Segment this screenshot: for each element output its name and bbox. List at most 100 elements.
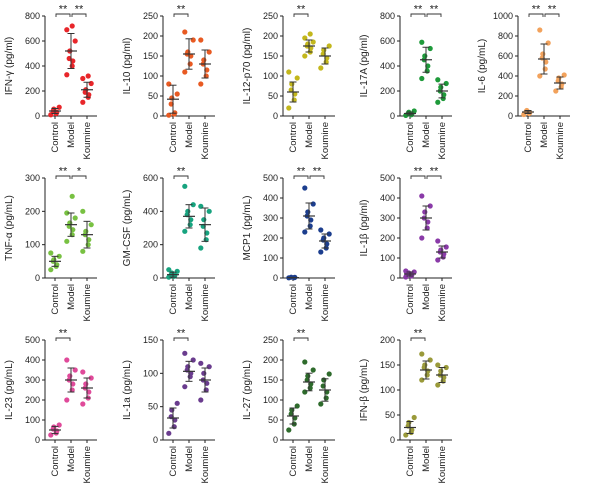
x-tick-label: Koumine <box>200 446 211 484</box>
data-point <box>318 401 324 407</box>
y-tick-label: 1000 <box>493 11 513 21</box>
significance-bracket <box>426 13 442 17</box>
data-point <box>305 373 311 379</box>
data-point <box>198 37 204 43</box>
chart-panel: TNF-α (pg/mL) 0 100 200 300 Control Model Koumi… <box>0 164 114 325</box>
x-tick-label: Koumine <box>437 284 448 322</box>
x-tick-label: Control <box>168 446 179 477</box>
x-tick-label: Model <box>421 284 432 310</box>
data-point <box>411 414 417 421</box>
data-point <box>443 80 449 87</box>
data-point <box>80 75 86 82</box>
significance-bracket <box>71 13 87 17</box>
data-point <box>174 91 180 97</box>
x-tick-label: Model <box>184 284 195 310</box>
chart-panel: IL-1a (pg/mL) 0 50 100 150 Control Model Koumin… <box>118 326 232 487</box>
data-point <box>64 397 70 403</box>
data-point <box>561 72 567 78</box>
y-tick-label: 0 <box>273 435 278 445</box>
data-point <box>326 43 332 49</box>
significance-bracket <box>293 13 309 17</box>
significance-label: ** <box>59 328 68 340</box>
data-point <box>553 88 559 94</box>
chart-svg: IL-1a (pg/mL) 0 50 100 150 Control Model Koumin… <box>122 328 215 484</box>
chart-panel: IFN-β (pg/mL) 0 50 100 150 200 Control Model Kou… <box>355 326 469 487</box>
significance-label: ** <box>414 166 423 178</box>
significance-bracket <box>544 13 560 17</box>
data-point <box>435 99 441 105</box>
y-tick-label: 0 <box>153 435 158 445</box>
data-point <box>51 424 57 430</box>
data-point <box>64 72 70 78</box>
data-point <box>321 377 327 383</box>
y-tick-label: 500 <box>263 173 278 183</box>
y-tick-label: 300 <box>25 375 40 385</box>
data-point <box>83 381 89 387</box>
y-tick-label: 0 <box>153 273 158 283</box>
y-tick-label: 200 <box>380 335 395 345</box>
significance-label: ** <box>177 4 186 16</box>
chart-svg: IL-23 (pg/mL) 0 100 200 300 400 500 Control Mode… <box>4 328 97 484</box>
y-tick-label: 50 <box>148 91 158 101</box>
y-tick-label: 100 <box>25 415 40 425</box>
data-point <box>435 77 441 83</box>
x-tick-label: Model <box>421 122 432 148</box>
data-point <box>318 227 324 233</box>
x-tick-label: Model <box>66 122 77 148</box>
data-point <box>302 185 308 191</box>
data-point <box>302 53 308 59</box>
data-point <box>543 59 549 65</box>
x-tick-label: Koumine <box>320 122 331 160</box>
y-tick-label: 0 <box>273 273 278 283</box>
data-point <box>72 215 78 221</box>
data-point <box>323 395 329 401</box>
data-point <box>206 208 212 214</box>
significance-label: * <box>77 166 82 178</box>
y-tick-label: 150 <box>263 51 278 61</box>
significance-label: ** <box>430 166 439 178</box>
data-point <box>286 69 292 75</box>
y-tick-label: 0 <box>390 435 395 445</box>
chart-svg: IL-1β (pg/ml) 0 100 200 300 400 500 Control Mode… <box>359 166 452 322</box>
x-tick-label: Model <box>66 446 77 472</box>
data-point <box>188 217 194 223</box>
data-point <box>80 401 86 407</box>
y-tick-label: 50 <box>268 91 278 101</box>
x-tick-label: Koumine <box>320 284 331 322</box>
data-point <box>187 61 193 67</box>
data-point <box>438 84 444 90</box>
y-tick-label: 200 <box>25 395 40 405</box>
chart-svg: MCP1 (pg/mL) 0 100 200 300 400 500 Control Model… <box>242 166 335 322</box>
significance-label: ** <box>430 4 439 16</box>
x-tick-label: Koumine <box>200 284 211 322</box>
significance-bracket <box>528 13 544 17</box>
data-point <box>324 241 330 247</box>
data-point <box>72 38 78 44</box>
y-axis-label: IL-1β (pg/ml) <box>359 200 370 257</box>
data-point <box>286 427 292 433</box>
y-tick-label: 50 <box>148 402 158 412</box>
data-point <box>201 370 207 376</box>
data-point <box>419 377 425 383</box>
data-point <box>64 357 70 363</box>
y-axis-label: IFN-γ (pg/ml) <box>4 37 15 95</box>
data-point <box>166 267 172 273</box>
significance-bracket <box>173 13 189 17</box>
y-tick-label: 250 <box>263 335 278 345</box>
y-tick-label: 400 <box>380 193 395 203</box>
chart-panel: IL-12-p70 (pg/ml) 0 50 100 150 200 250 Control M… <box>238 2 352 163</box>
data-point <box>198 360 204 366</box>
x-tick-label: Model <box>184 446 195 472</box>
significance-bracket <box>410 175 426 179</box>
x-tick-label: Model <box>304 122 315 148</box>
y-tick-label: 400 <box>498 71 513 81</box>
data-point <box>166 112 172 118</box>
x-tick-label: Model <box>304 446 315 472</box>
y-tick-label: 200 <box>263 233 278 243</box>
chart-panel: IL-6 (pg/mL) 0 200 400 600 800 1000 Control Mode… <box>473 2 587 163</box>
significance-bracket <box>309 175 325 179</box>
y-axis-label: IFN-β (pg/mL) <box>359 359 370 421</box>
data-point <box>88 222 94 228</box>
data-point <box>422 209 428 215</box>
